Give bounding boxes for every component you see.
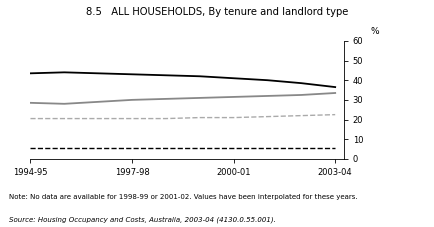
Text: Note: No data are available for 1998-99 or 2001-02. Values have been interpolate: Note: No data are available for 1998-99 … (9, 194, 356, 200)
Y-axis label: %: % (370, 27, 378, 36)
Text: 8.5   ALL HOUSEHOLDS, By tenure and landlord type: 8.5 ALL HOUSEHOLDS, By tenure and landlo… (86, 7, 348, 17)
Text: Source: Housing Occupancy and Costs, Australia, 2003-04 (4130.0.55.001).: Source: Housing Occupancy and Costs, Aus… (9, 216, 275, 223)
